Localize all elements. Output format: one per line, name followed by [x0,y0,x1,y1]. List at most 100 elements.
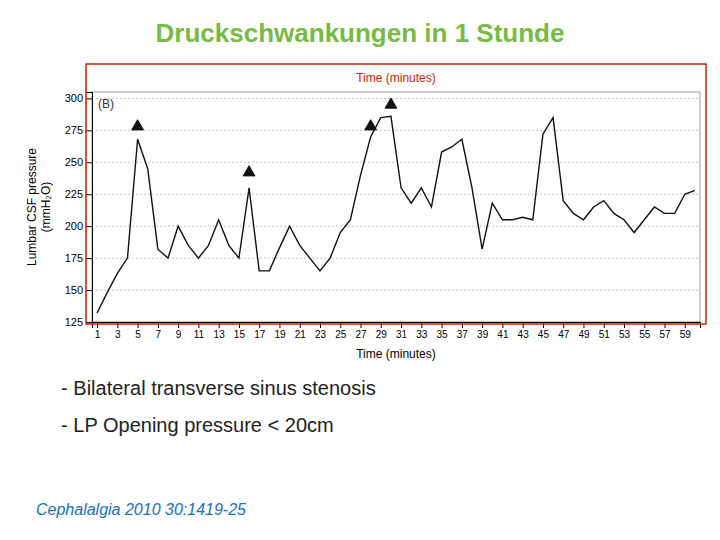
y-axis-label-line: Lumbar CSF pressure [25,148,39,266]
x-tick-label: 45 [538,329,550,340]
text-line: - Bilateral transverse sinus stenosis [50,377,376,399]
y-tick: 125 [65,316,92,328]
x-tick-mark [543,322,544,328]
x-tick-mark [685,322,686,328]
x-tick-label: 25 [335,329,347,340]
y-tick-label: 150 [65,284,83,296]
y-tick-label: 125 [65,316,83,328]
y-tick-label: 225 [65,188,83,200]
x-tick-label: 59 [680,329,692,340]
x-tick-mark [158,322,159,328]
x-tick-label: 51 [599,329,611,340]
y-tick: 175 [65,252,92,264]
marker [243,166,255,176]
grid-line [92,226,700,227]
grid-line [92,194,700,195]
line [97,116,695,313]
x-tick-mark [381,322,382,328]
x-tick-mark [665,322,666,328]
x-tick-label: 9 [176,329,182,340]
y-tick: 225 [65,188,92,200]
citation: Cephalalgia 2010 30:1419-25 [36,501,246,518]
y-axis-line [86,93,93,323]
panel-label: (B) [98,97,114,111]
y-axis: 125 150 175 200 225 250 275 300 [65,92,93,328]
x-tick-label: 57 [659,329,671,340]
y-tick-mark [86,162,92,163]
x-tick-mark [462,322,463,328]
x-tick-mark [624,322,625,328]
title: Druckschwankungen in 1 Stunde [156,18,565,48]
plot-frame [92,92,700,322]
x-tick-mark [442,322,443,328]
text-line: - LP Opening pressure < 20cm [50,414,334,436]
grid-line [92,130,700,131]
marker [385,98,397,108]
x-tick-label: 55 [639,329,651,340]
x-tick-label: 41 [497,329,509,340]
marker [132,120,144,130]
y-tick-label: 300 [65,92,83,104]
y-tick-label: 175 [65,252,83,264]
y-tick-label: 275 [65,124,83,136]
grid-line [92,98,700,99]
y-axis-label: Lumbar CSF pressure(mmH₂O) [25,148,53,266]
x-tick-mark [178,322,179,328]
x-tick-label: 23 [315,329,327,340]
x-tick-mark [563,322,564,328]
x-tick-mark [138,322,139,328]
x-tick-label: 17 [254,329,266,340]
x-tick-mark [523,322,524,328]
x-tick-label: 27 [355,329,367,340]
x-tick-label: 33 [416,329,428,340]
y-tick-mark [86,194,92,195]
x-tick-label: 21 [295,329,307,340]
x-tick-mark [117,322,118,328]
x-tick-label: 47 [558,329,570,340]
x-tick-label: 3 [115,329,121,340]
plot-area [97,98,695,313]
x-tick-label: 49 [578,329,590,340]
y-axis-label-line: (mmH₂O) [39,182,53,233]
x-tick-mark [644,322,645,328]
x-tick-mark [502,322,503,328]
x-tick-label: 39 [477,329,489,340]
top-label: Time (minutes) [356,71,436,85]
x-tick-label: 29 [376,329,388,340]
y-tick: 200 [65,220,92,232]
x-tick-mark [219,322,220,328]
x-tick-label: 53 [619,329,631,340]
x-tick-mark [401,322,402,328]
x-tick-label: 19 [274,329,286,340]
x-tick-mark [482,322,483,328]
x-tick-label: 7 [156,329,162,340]
x-tick-mark [583,322,584,328]
x-axis-label: Time (minutes) [356,347,436,361]
grid-line [92,290,700,291]
x-tick-mark [361,322,362,328]
x-tick-label: 1 [95,329,101,340]
y-tick-mark [86,130,92,131]
x-tick-label: 13 [214,329,226,340]
chart-border [86,64,706,324]
x-tick-mark [604,322,605,328]
y-tick: 250 [65,156,92,168]
y-tick: 300 [65,92,92,104]
x-tick-mark [97,322,98,328]
x-tick-label: 35 [437,329,449,340]
grid-line [92,258,700,259]
x-tick-label: 43 [518,329,530,340]
x-tick-label: 5 [135,329,141,340]
grid [92,98,700,322]
y-tick-mark [86,290,92,291]
x-tick-label: 11 [194,329,205,340]
x-tick-label: 31 [396,329,408,340]
x-tick-mark [259,322,260,328]
x-tick-label: 15 [234,329,246,340]
x-tick-mark [300,322,301,328]
y-tick-mark [86,98,92,99]
y-tick-label: 200 [65,220,83,232]
y-tick: 275 [65,124,92,136]
x-tick-mark [198,322,199,328]
y-tick-mark [86,258,92,259]
